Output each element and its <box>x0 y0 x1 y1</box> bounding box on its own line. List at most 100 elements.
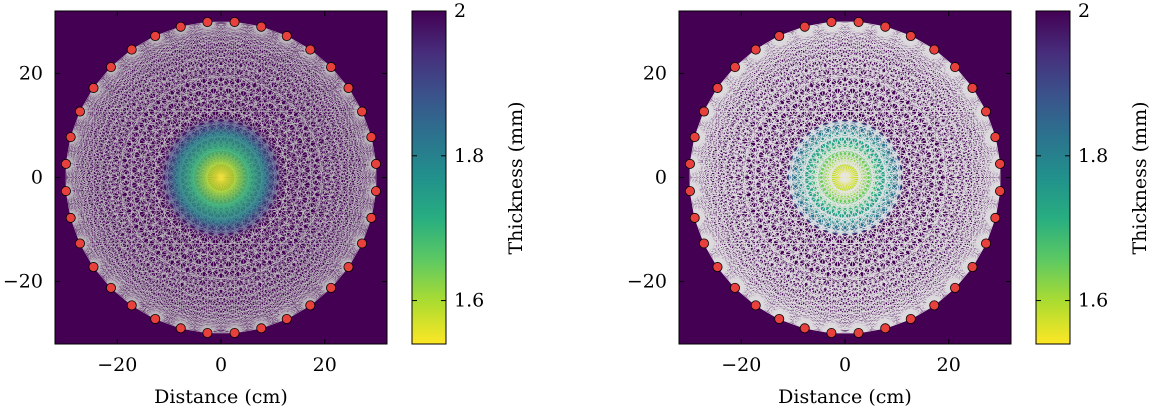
colorbar <box>411 10 447 345</box>
source-marker <box>967 82 978 93</box>
colorbar-label: Thickness (mm) <box>1129 101 1151 254</box>
source-marker <box>698 238 709 249</box>
colorbar-axis: 1.6 1.8 2 <box>412 0 484 312</box>
source-marker <box>175 323 186 334</box>
source-marker <box>281 313 292 324</box>
source-marker <box>357 238 368 249</box>
source-marker <box>826 327 837 338</box>
y-tick-label: 20 <box>643 62 667 84</box>
y-tick-label: 0 <box>655 167 667 189</box>
source-marker <box>126 300 137 311</box>
source-marker <box>929 44 940 55</box>
source-marker <box>202 327 213 338</box>
x-axis-label: Distance (cm) <box>154 386 288 408</box>
source-marker <box>60 158 71 169</box>
source-marker <box>774 31 785 42</box>
y-axis: −20 0 20 <box>3 62 387 293</box>
y-tick-label: −20 <box>627 271 667 293</box>
source-marker <box>826 17 837 28</box>
thickness-field <box>158 114 284 241</box>
source-marker <box>326 282 337 293</box>
source-marker <box>799 21 810 32</box>
source-marker <box>281 31 292 42</box>
source-marker <box>880 323 891 334</box>
source-marker <box>689 132 700 143</box>
colorbar <box>1035 10 1071 345</box>
colorbar-tick-label: 1.8 <box>1078 145 1108 167</box>
colorbar-tick-label: 1.6 <box>1078 290 1108 312</box>
source-marker <box>880 21 891 32</box>
source-marker <box>750 44 761 55</box>
source-marker <box>326 62 337 73</box>
source-marker <box>929 300 940 311</box>
source-marker <box>981 238 992 249</box>
thinning-region <box>158 114 284 241</box>
right-panel: −20 0 20 −20 0 20 Distance (cm) 1.6 1.8 2 Thic… <box>627 0 1151 408</box>
source-marker <box>202 17 213 28</box>
source-marker <box>990 132 1001 143</box>
source-marker <box>74 238 85 249</box>
source-marker <box>967 262 978 273</box>
source-marker <box>729 62 740 73</box>
colorbar-tick-label: 1.8 <box>454 145 484 167</box>
x-tick-label: 20 <box>937 354 961 376</box>
colorbar-axis: 1.6 1.8 2 <box>1036 0 1108 312</box>
source-marker <box>684 158 695 169</box>
colorbar-tick-label: 2 <box>1078 0 1090 22</box>
source-marker <box>150 31 161 42</box>
source-marker <box>74 106 85 117</box>
source-marker <box>357 106 368 117</box>
source-marker <box>684 186 695 197</box>
colorbar-label: Thickness (mm) <box>505 101 527 254</box>
source-marker <box>105 282 116 293</box>
source-marker <box>256 21 267 32</box>
source-marker <box>905 31 916 42</box>
source-marker <box>343 82 354 93</box>
source-marker <box>256 323 267 334</box>
source-markers <box>684 17 1006 338</box>
source-marker <box>990 212 1001 223</box>
source-marker <box>305 44 316 55</box>
source-marker <box>366 132 377 143</box>
source-marker <box>305 300 316 311</box>
x-tick-label: −20 <box>97 354 137 376</box>
x-tick-label: 20 <box>313 354 337 376</box>
source-marker <box>88 262 99 273</box>
source-marker <box>995 158 1006 169</box>
source-marker <box>175 21 186 32</box>
source-marker <box>88 82 99 93</box>
source-marker <box>950 62 961 73</box>
source-marker <box>799 323 810 334</box>
source-marker <box>774 313 785 324</box>
x-axis-label: Distance (cm) <box>778 386 912 408</box>
source-marker <box>712 262 723 273</box>
x-tick-label: 0 <box>215 354 227 376</box>
source-marker <box>750 300 761 311</box>
y-tick-label: −20 <box>3 271 43 293</box>
source-marker <box>60 186 71 197</box>
source-marker <box>65 212 76 223</box>
source-marker <box>729 282 740 293</box>
colorbar-tick-label: 2 <box>454 0 466 22</box>
y-tick-label: 0 <box>31 167 43 189</box>
source-marker <box>995 186 1006 197</box>
source-marker <box>229 17 240 28</box>
source-marker <box>150 313 161 324</box>
x-axis: −20 0 20 <box>721 11 961 376</box>
source-marker <box>981 106 992 117</box>
source-marker <box>905 313 916 324</box>
left-panel: −20 0 20 −20 0 20 Distance (cm) 1.6 1.8 2 Thic… <box>3 0 527 408</box>
source-marker <box>950 282 961 293</box>
colorbar-tick-label: 1.6 <box>454 290 484 312</box>
source-markers <box>60 17 382 338</box>
source-marker <box>371 186 382 197</box>
source-marker <box>229 327 240 338</box>
x-axis: −20 0 20 <box>97 11 337 376</box>
source-marker <box>712 82 723 93</box>
source-marker <box>343 262 354 273</box>
source-marker <box>698 106 709 117</box>
source-marker <box>371 158 382 169</box>
source-marker <box>126 44 137 55</box>
x-tick-label: 0 <box>839 354 851 376</box>
